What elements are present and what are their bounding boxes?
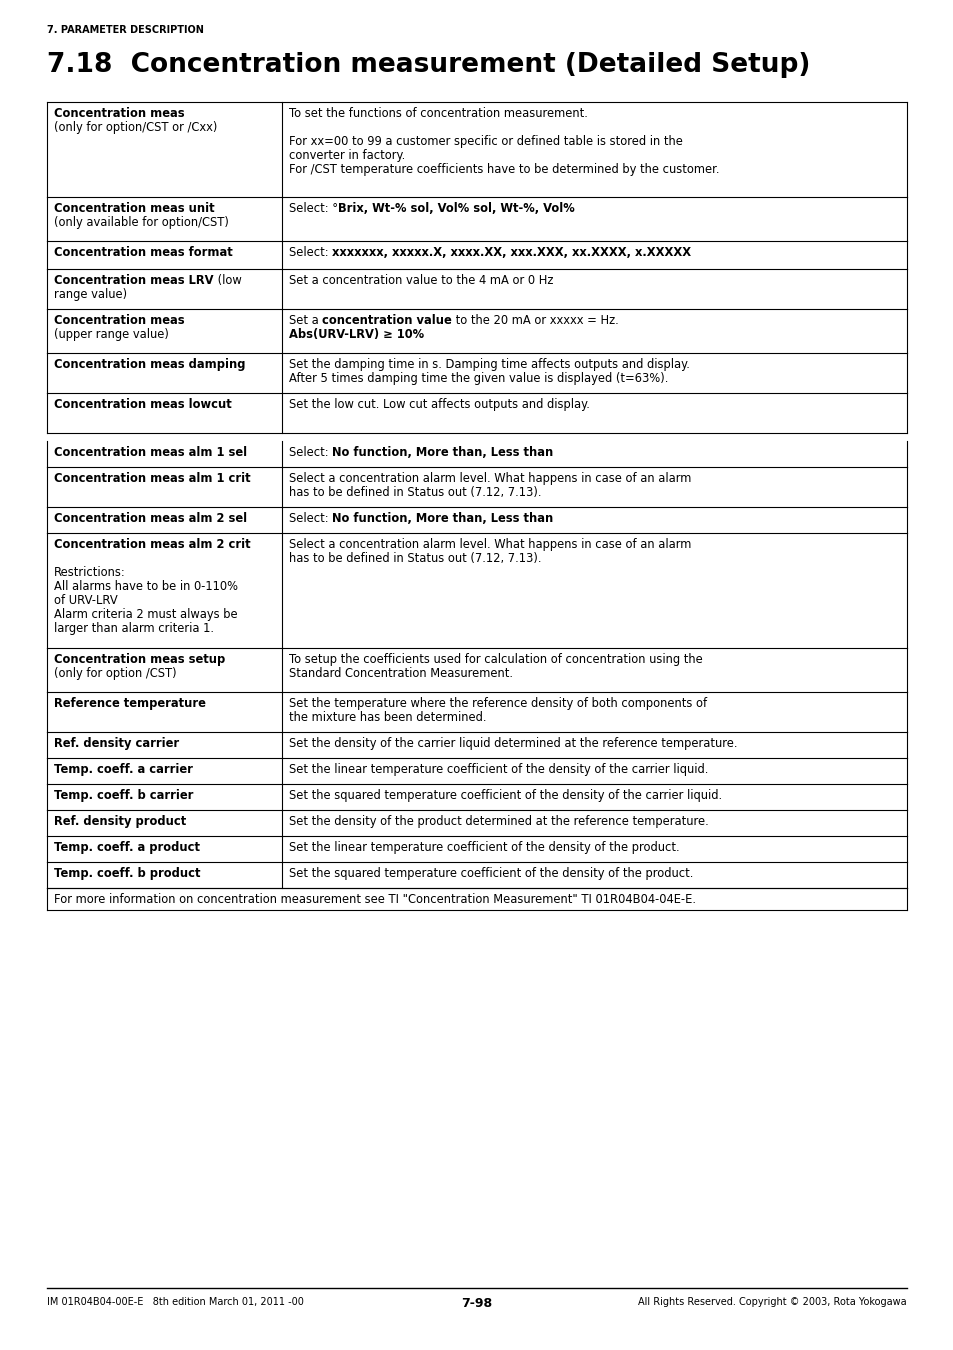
Text: Restrictions:: Restrictions: — [54, 566, 126, 579]
Text: Concentration meas LRV: Concentration meas LRV — [54, 274, 213, 288]
Text: Temp. coeff. a carrier: Temp. coeff. a carrier — [54, 763, 193, 776]
Text: Concentration meas unit: Concentration meas unit — [54, 202, 214, 215]
Text: Temp. coeff. b carrier: Temp. coeff. b carrier — [54, 788, 193, 802]
Text: Select:: Select: — [289, 512, 332, 525]
Text: Concentration meas damping: Concentration meas damping — [54, 358, 245, 371]
Text: 7.18  Concentration measurement (Detailed Setup): 7.18 Concentration measurement (Detailed… — [47, 53, 809, 78]
Text: Abs(URV-LRV) ≥ 10%: Abs(URV-LRV) ≥ 10% — [289, 328, 424, 342]
Text: 7. PARAMETER DESCRIPTION: 7. PARAMETER DESCRIPTION — [47, 26, 204, 35]
Text: IM 01R04B04-00E-E   8th edition March 01, 2011 -00: IM 01R04B04-00E-E 8th edition March 01, … — [47, 1297, 304, 1307]
Text: Set the low cut. Low cut affects outputs and display.: Set the low cut. Low cut affects outputs… — [289, 398, 589, 410]
Text: Concentration meas alm 2 crit: Concentration meas alm 2 crit — [54, 539, 251, 551]
Text: For /CST temperature coefficients have to be determined by the customer.: For /CST temperature coefficients have t… — [289, 163, 719, 176]
Text: Reference temperature: Reference temperature — [54, 697, 206, 710]
Text: Alarm criteria 2 must always be: Alarm criteria 2 must always be — [54, 608, 237, 621]
Text: Set the linear temperature coefficient of the density of the product.: Set the linear temperature coefficient o… — [289, 841, 679, 855]
Text: has to be defined in Status out (7.12, 7.13).: has to be defined in Status out (7.12, 7… — [289, 486, 541, 500]
Text: Select a concentration alarm level. What happens in case of an alarm: Select a concentration alarm level. What… — [289, 539, 691, 551]
Text: Ref. density carrier: Ref. density carrier — [54, 737, 179, 751]
Text: Concentration meas: Concentration meas — [54, 315, 185, 327]
Text: (upper range value): (upper range value) — [54, 328, 169, 342]
Text: Temp. coeff. a product: Temp. coeff. a product — [54, 841, 200, 855]
Text: All Rights Reserved. Copyright © 2003, Rota Yokogawa: All Rights Reserved. Copyright © 2003, R… — [638, 1297, 906, 1307]
Text: larger than alarm criteria 1.: larger than alarm criteria 1. — [54, 622, 213, 634]
Text: Concentration meas alm 2 sel: Concentration meas alm 2 sel — [54, 512, 247, 525]
Text: Set the squared temperature coefficient of the density of the carrier liquid.: Set the squared temperature coefficient … — [289, 788, 721, 802]
Text: Set the squared temperature coefficient of the density of the product.: Set the squared temperature coefficient … — [289, 867, 693, 880]
Text: range value): range value) — [54, 288, 127, 301]
Text: Select:: Select: — [289, 246, 332, 259]
Text: Concentration meas alm 1 crit: Concentration meas alm 1 crit — [54, 472, 251, 485]
Text: Concentration meas alm 1 sel: Concentration meas alm 1 sel — [54, 446, 247, 459]
Text: Select a concentration alarm level. What happens in case of an alarm: Select a concentration alarm level. What… — [289, 472, 691, 485]
Text: Concentration meas setup: Concentration meas setup — [54, 653, 225, 666]
Text: to the 20 mA or xxxxx = Hz.: to the 20 mA or xxxxx = Hz. — [452, 315, 618, 327]
Text: After 5 times damping time the given value is displayed (t=63%).: After 5 times damping time the given val… — [289, 373, 668, 385]
Text: To set the functions of concentration measurement.: To set the functions of concentration me… — [289, 107, 587, 120]
Text: Set the density of the product determined at the reference temperature.: Set the density of the product determine… — [289, 815, 708, 828]
Text: Set the temperature where the reference density of both components of: Set the temperature where the reference … — [289, 697, 706, 710]
Text: Select:: Select: — [289, 446, 332, 459]
Text: For more information on concentration measurement see TI "Concentration Measurem: For more information on concentration me… — [54, 892, 696, 906]
Text: Set the density of the carrier liquid determined at the reference temperature.: Set the density of the carrier liquid de… — [289, 737, 737, 751]
Text: Set the damping time in s. Damping time affects outputs and display.: Set the damping time in s. Damping time … — [289, 358, 689, 371]
Text: No function, More than, Less than: No function, More than, Less than — [332, 446, 553, 459]
Text: Concentration meas format: Concentration meas format — [54, 246, 233, 259]
Text: Concentration meas lowcut: Concentration meas lowcut — [54, 398, 232, 410]
Text: concentration value: concentration value — [322, 315, 452, 327]
Text: For xx=00 to 99 a customer specific or defined table is stored in the: For xx=00 to 99 a customer specific or d… — [289, 135, 682, 148]
Text: has to be defined in Status out (7.12, 7.13).: has to be defined in Status out (7.12, 7… — [289, 552, 541, 566]
Text: Ref. density product: Ref. density product — [54, 815, 186, 828]
Text: Set the linear temperature coefficient of the density of the carrier liquid.: Set the linear temperature coefficient o… — [289, 763, 708, 776]
Text: (only available for option/CST): (only available for option/CST) — [54, 216, 229, 230]
Text: Set a concentration value to the 4 mA or 0 Hz: Set a concentration value to the 4 mA or… — [289, 274, 553, 288]
Text: Select: °: Select: ° — [289, 202, 337, 215]
Text: 7-98: 7-98 — [461, 1297, 492, 1310]
Text: Brix, Wt-% sol, Vol% sol, Wt-%, Vol%: Brix, Wt-% sol, Vol% sol, Wt-%, Vol% — [337, 202, 575, 215]
Text: Concentration meas: Concentration meas — [54, 107, 185, 120]
Text: xxxxxxx, xxxxx.X, xxxx.XX, xxx.XXX, xx.XXXX, x.XXXXX: xxxxxxx, xxxxx.X, xxxx.XX, xxx.XXX, xx.X… — [332, 246, 691, 259]
Text: (only for option/CST or /Cxx): (only for option/CST or /Cxx) — [54, 122, 217, 134]
Text: All alarms have to be in 0-110%: All alarms have to be in 0-110% — [54, 580, 237, 593]
Text: (low: (low — [213, 274, 241, 288]
Text: of URV-LRV: of URV-LRV — [54, 594, 117, 608]
Text: converter in factory.: converter in factory. — [289, 148, 405, 162]
Text: To setup the coefficients used for calculation of concentration using the: To setup the coefficients used for calcu… — [289, 653, 702, 666]
Text: No function, More than, Less than: No function, More than, Less than — [332, 512, 553, 525]
Text: Set a: Set a — [289, 315, 322, 327]
Text: Temp. coeff. b product: Temp. coeff. b product — [54, 867, 200, 880]
Text: the mixture has been determined.: the mixture has been determined. — [289, 711, 486, 724]
Text: Standard Concentration Measurement.: Standard Concentration Measurement. — [289, 667, 513, 680]
Text: (only for option /CST): (only for option /CST) — [54, 667, 176, 680]
